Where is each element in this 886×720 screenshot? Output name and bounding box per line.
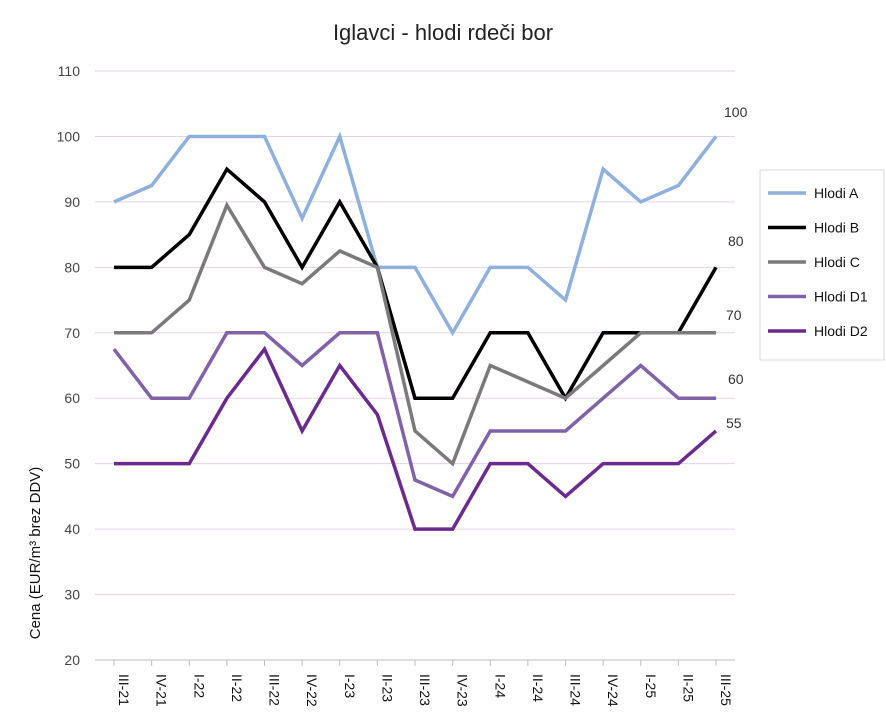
y-tick-label: 50 — [64, 456, 80, 472]
end-value-label: 60 — [728, 371, 744, 387]
y-tick-label: 100 — [57, 128, 81, 144]
y-axis-ticks: 20 30 40 50 60 70 80 90 100 110 — [57, 63, 81, 668]
x-tick-label: IV-24 — [605, 674, 621, 707]
legend: Hlodi A Hlodi B Hlodi C Hlodi D1 Hlodi D2 — [759, 169, 885, 361]
x-tick-label: II-23 — [379, 674, 395, 702]
series-line-hlodi-d1 — [112, 331, 716, 499]
end-value-label: 100 — [724, 104, 748, 120]
x-tick-label: IV-23 — [455, 674, 471, 707]
series-line-hlodi-c — [114, 201, 716, 467]
y-tick-label: 20 — [64, 652, 80, 668]
x-tick-label: III-21 — [116, 674, 132, 706]
y-tick-label: 40 — [64, 521, 80, 537]
chart-title: Iglavci - hlodi rdeči bor — [333, 20, 553, 45]
x-tick-label: II-24 — [530, 674, 546, 702]
legend-label: Hlodi C — [814, 254, 860, 270]
y-tick-label: 110 — [58, 63, 81, 79]
legend-label: Hlodi B — [814, 220, 859, 236]
legend-label: Hlodi D2 — [814, 323, 868, 339]
series-line-hlodi-b — [114, 166, 718, 402]
series-lines — [112, 131, 718, 531]
x-tick-label: IV-22 — [304, 674, 320, 707]
x-tick-label: I-25 — [643, 674, 659, 698]
y-tick-label: 30 — [64, 587, 80, 603]
y-tick-label: 70 — [64, 325, 80, 341]
end-value-label: 80 — [728, 233, 744, 249]
end-value-label: 70 — [726, 307, 742, 323]
x-axis-ticks: III-21 IV-21 I-22 II-22 III-22 IV-22 I-23 II-23… — [113, 660, 734, 707]
legend-box — [759, 169, 885, 361]
x-tick-label: II-22 — [229, 674, 245, 702]
x-tick-label: I-22 — [191, 674, 207, 698]
y-tick-label: 80 — [64, 259, 80, 275]
y-axis-label: Cena (EUR/m³ brez DDV) — [27, 467, 44, 640]
series-line-hlodi-d2 — [114, 345, 718, 531]
end-value-labels: 100 80 70 60 55 — [724, 104, 748, 431]
series-line-hlodi-a — [113, 131, 718, 337]
x-tick-label: I-23 — [342, 674, 358, 698]
end-value-label: 55 — [726, 415, 742, 431]
y-tick-label: 60 — [64, 390, 80, 406]
y-tick-label: 90 — [64, 194, 80, 210]
x-tick-label: II-25 — [680, 674, 696, 702]
x-tick-label: III-23 — [417, 674, 433, 706]
x-tick-label: III-24 — [568, 674, 584, 706]
x-tick-label: IV-21 — [154, 674, 170, 707]
legend-label: Hlodi A — [814, 185, 859, 201]
x-tick-label: I-24 — [492, 674, 508, 698]
legend-label: Hlodi D1 — [814, 289, 868, 305]
x-tick-label: III-25 — [718, 674, 734, 706]
x-tick-label: III-22 — [267, 674, 283, 706]
